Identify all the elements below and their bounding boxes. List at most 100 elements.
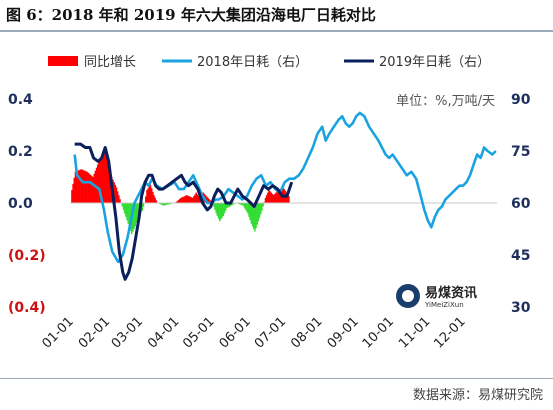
growth-bar — [145, 196, 147, 203]
growth-bar — [254, 203, 256, 232]
growth-bar — [175, 201, 178, 203]
x-tick-label: 09-01 — [325, 314, 362, 351]
growth-bar — [184, 195, 187, 203]
growth-bar — [96, 164, 99, 203]
growth-bar — [127, 203, 129, 224]
left-tick-label: (0.2) — [8, 248, 46, 264]
growth-bar — [197, 196, 200, 203]
growth-bar — [270, 192, 273, 203]
footer-rule — [0, 378, 553, 379]
growth-bar — [231, 203, 234, 205]
growth-bar — [152, 191, 154, 203]
growth-bar — [269, 191, 271, 203]
growth-bar — [89, 174, 92, 203]
series-line-2018 — [73, 111, 497, 264]
growth-bar — [161, 203, 163, 206]
growth-bar — [134, 203, 136, 227]
x-tick-label: 07-01 — [252, 314, 289, 351]
growth-bar — [101, 153, 104, 203]
x-tick-label: 10-01 — [360, 314, 397, 351]
growth-bar — [257, 203, 260, 222]
growth-bar — [272, 195, 275, 203]
left-tick-label: (0.4) — [8, 300, 46, 316]
growth-bar — [79, 169, 81, 203]
growth-bar — [267, 192, 269, 203]
left-tick-label: 0.4 — [8, 92, 33, 108]
growth-bar — [224, 203, 227, 211]
growth-bar — [133, 203, 135, 229]
growth-bar — [241, 203, 243, 206]
logo-subtext: YiMeiZiXun — [424, 301, 464, 309]
legend-label-2018: 2018年日耗（右） — [197, 55, 308, 70]
growth-bar — [217, 203, 220, 219]
growth-bar — [227, 203, 229, 208]
growth-bar — [163, 203, 166, 206]
growth-bar — [243, 203, 246, 208]
growth-bar — [166, 203, 168, 205]
growth-bar — [215, 203, 217, 214]
growth-bar — [91, 175, 93, 203]
growth-bar — [222, 203, 224, 216]
growth-bar — [255, 203, 257, 229]
growth-bars — [71, 148, 290, 235]
growth-bar — [85, 171, 87, 203]
growth-bar — [287, 194, 289, 203]
growth-bar — [216, 203, 219, 216]
growth-bar — [108, 164, 111, 203]
growth-bar — [146, 190, 148, 203]
growth-bar — [88, 173, 91, 203]
left-tick-label: 0.2 — [8, 144, 33, 160]
growth-bar — [189, 196, 192, 203]
growth-bar — [92, 177, 94, 203]
growth-bar — [162, 203, 165, 206]
growth-bar — [181, 197, 183, 203]
growth-bar — [194, 194, 196, 203]
growth-bar — [179, 198, 181, 203]
unit-label: 单位：%,万吨/天 — [396, 94, 495, 109]
growth-bar — [258, 203, 261, 218]
growth-bar — [182, 196, 185, 203]
x-tick-label: 03-01 — [109, 314, 146, 351]
growth-bar — [95, 167, 98, 203]
legend-label-2019: 2019年日耗（右） — [379, 55, 490, 70]
growth-bar — [126, 203, 128, 221]
growth-bar — [208, 199, 210, 203]
growth-bar — [160, 203, 162, 205]
growth-bar — [81, 169, 84, 203]
growth-bar — [80, 169, 83, 203]
growth-bar — [274, 193, 276, 203]
x-tick-label: 08-01 — [288, 314, 325, 351]
growth-bar — [196, 194, 199, 203]
growth-bar — [141, 203, 144, 211]
growth-bar — [261, 203, 263, 211]
growth-bar — [240, 203, 242, 205]
growth-bar — [221, 203, 223, 218]
growth-bar — [84, 170, 86, 203]
x-tick-label: 04-01 — [145, 314, 182, 351]
growth-bar — [118, 195, 120, 203]
growth-bar — [149, 184, 152, 203]
growth-bar — [265, 195, 268, 203]
left-tick-label: 0.0 — [8, 196, 33, 212]
growth-bar — [104, 148, 106, 203]
growth-bar — [116, 191, 119, 203]
title-rule — [0, 30, 553, 32]
right-axis: 90 75 60 45 30 — [511, 92, 531, 316]
source-note: 数据来源：易煤研究院 — [412, 388, 543, 403]
growth-bar — [218, 203, 221, 222]
growth-bar — [188, 196, 190, 203]
growth-bar — [148, 186, 151, 203]
growth-bar — [247, 203, 249, 214]
growth-bar — [147, 188, 149, 203]
growth-bar — [233, 203, 235, 205]
growth-bar — [74, 171, 77, 203]
growth-bar — [260, 203, 262, 215]
right-tick-label: 75 — [511, 144, 530, 160]
right-tick-label: 30 — [511, 300, 531, 316]
growth-bar — [154, 197, 156, 203]
growth-bar — [278, 189, 281, 203]
growth-bar — [180, 197, 182, 203]
growth-bar — [199, 197, 201, 203]
x-tick-label: 05-01 — [180, 314, 217, 351]
growth-bar — [153, 195, 155, 203]
